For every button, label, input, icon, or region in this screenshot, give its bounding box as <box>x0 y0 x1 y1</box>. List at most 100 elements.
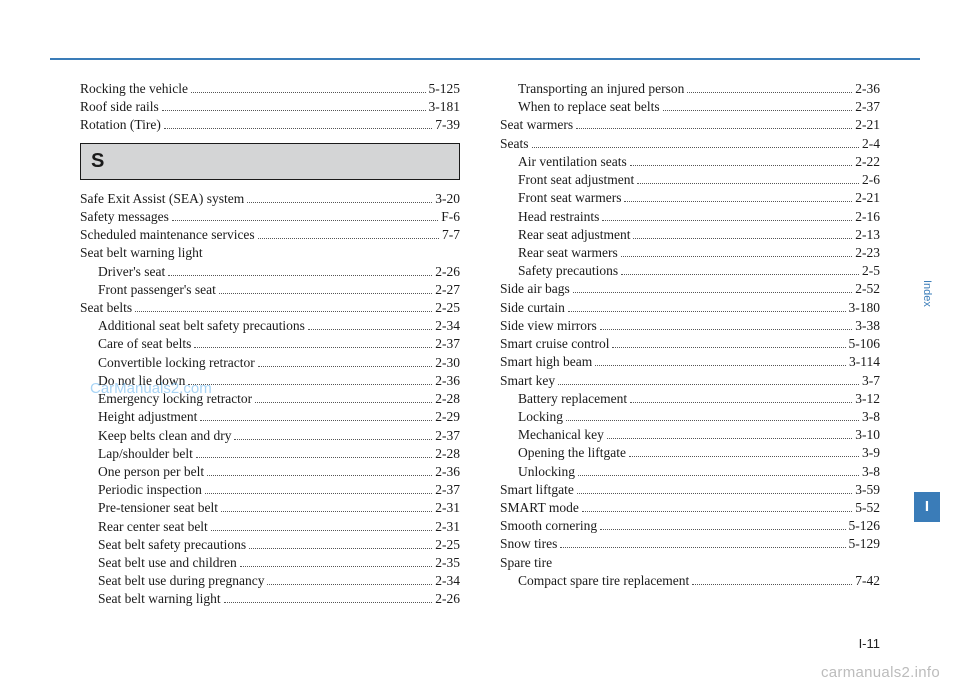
index-entry-label: Lap/shoulder belt <box>98 445 193 463</box>
index-entry-page: 3-180 <box>849 299 881 317</box>
leader-dots <box>221 504 432 513</box>
index-entry: Do not lie down2-36 <box>80 372 460 390</box>
index-entry: Side curtain 3-180 <box>500 299 880 317</box>
index-entry-label: Locking <box>518 408 563 426</box>
index-entry-label: Smart cruise control <box>500 335 609 353</box>
index-entry-label: Mechanical key <box>518 426 604 444</box>
index-entry-label: Keep belts clean and dry <box>98 427 231 445</box>
leader-dots <box>532 139 860 148</box>
index-entry-label: Emergency locking retractor <box>98 390 252 408</box>
index-entry-page: 2-28 <box>435 445 460 463</box>
index-entry-page: 2-36 <box>855 80 880 98</box>
index-entry-page: 2-5 <box>862 262 880 280</box>
index-entry: Rotation (Tire)7-39 <box>80 116 460 134</box>
leader-dots <box>188 376 432 385</box>
index-entry-label: Snow tires <box>500 535 557 553</box>
leader-dots <box>267 576 432 585</box>
index-entry-page: 2-26 <box>435 590 460 608</box>
index-entry-label: Air ventilation seats <box>518 153 627 171</box>
leader-dots <box>566 412 859 421</box>
index-entry-label: Transporting an injured person <box>518 80 684 98</box>
index-entry-page: 2-35 <box>435 554 460 572</box>
index-entry-page: 2-26 <box>435 263 460 281</box>
index-entry: Emergency locking retractor2-28 <box>80 390 460 408</box>
leader-dots <box>207 467 432 476</box>
index-entry-page: 3-8 <box>862 463 880 481</box>
index-entry: Safe Exit Assist (SEA) system3-20 <box>80 190 460 208</box>
leader-dots <box>558 376 859 385</box>
index-entry-page: 5-126 <box>849 517 881 535</box>
index-entry-label: Roof side rails <box>80 98 159 116</box>
index-entry-page: 3-10 <box>855 426 880 444</box>
index-entry-page: F-6 <box>441 208 460 226</box>
index-entry: Compact spare tire replacement7-42 <box>500 572 880 590</box>
index-entry-label: Care of seat belts <box>98 335 191 353</box>
index-entry: Smart cruise control5-106 <box>500 335 880 353</box>
index-entry-label: Rear seat warmers <box>518 244 618 262</box>
index-entry-label: When to replace seat belts <box>518 98 660 116</box>
leader-dots <box>249 540 432 549</box>
index-entry-page: 3-20 <box>435 190 460 208</box>
index-entry-label: Do not lie down <box>98 372 185 390</box>
index-entry-page: 3-8 <box>862 408 880 426</box>
index-entry: When to replace seat belts 2-37 <box>500 98 880 116</box>
index-entry: Additional seat belt safety precautions2… <box>80 317 460 335</box>
leader-dots <box>196 449 432 458</box>
index-entry: Rear seat adjustment2-13 <box>500 226 880 244</box>
index-entry-page: 2-21 <box>855 116 880 134</box>
index-entry: Transporting an injured person 2-36 <box>500 80 880 98</box>
index-entry: Smooth cornering 5-126 <box>500 517 880 535</box>
index-entry-label: Seat belt use and children <box>98 554 237 572</box>
index-entry-page: 3-114 <box>849 353 880 371</box>
index-entry: Convertible locking retractor2-30 <box>80 354 460 372</box>
index-entry-page: 2-25 <box>435 299 460 317</box>
leader-dots <box>573 285 853 294</box>
index-entry: Unlocking 3-8 <box>500 463 880 481</box>
index-entry-page: 2-37 <box>855 98 880 116</box>
index-entry-label: Compact spare tire replacement <box>518 572 689 590</box>
section-letter-box: S <box>80 143 460 180</box>
page-number: I-11 <box>859 636 880 651</box>
index-entry-page: 2-37 <box>435 481 460 499</box>
index-entry: Side view mirrors3-38 <box>500 317 880 335</box>
index-entry-label: Safety messages <box>80 208 169 226</box>
index-entry-label: Seat belt safety precautions <box>98 536 246 554</box>
index-entry-page: 2-34 <box>435 572 460 590</box>
index-entry: Smart liftgate3-59 <box>500 481 880 499</box>
index-entry-page: 2-22 <box>855 153 880 171</box>
leader-dots <box>211 522 432 531</box>
index-entry: Lap/shoulder belt 2-28 <box>80 445 460 463</box>
index-entry: Seats2-4 <box>500 135 880 153</box>
index-entry-page: 2-31 <box>435 518 460 536</box>
index-entry: Smart high beam3-114 <box>500 353 880 371</box>
leader-dots <box>637 175 859 184</box>
index-entry-page: 2-4 <box>862 135 880 153</box>
index-entry-page: 2-21 <box>855 189 880 207</box>
left-column: Rocking the vehicle5-125Roof side rails3… <box>80 80 460 629</box>
index-entry: Rear center seat belt2-31 <box>80 518 460 536</box>
leader-dots <box>205 485 432 494</box>
index-entry-label: Opening the liftgate <box>518 444 626 462</box>
index-entry: Smart key3-7 <box>500 372 880 390</box>
index-entry: Periodic inspection2-37 <box>80 481 460 499</box>
index-entry: Front passenger's seat2-27 <box>80 281 460 299</box>
side-tab: Index I <box>914 280 940 522</box>
index-entry-label: Unlocking <box>518 463 575 481</box>
index-entry: Rear seat warmers2-23 <box>500 244 880 262</box>
index-entry: Opening the liftgate3-9 <box>500 444 880 462</box>
index-entry-label: Smooth cornering <box>500 517 597 535</box>
leader-dots <box>602 212 852 221</box>
leader-dots <box>633 230 852 239</box>
leader-dots <box>607 430 852 439</box>
index-entry-page: 3-7 <box>862 372 880 390</box>
index-entry-page: 3-12 <box>855 390 880 408</box>
index-entry: Spare tire <box>500 554 880 572</box>
leader-dots <box>600 321 853 330</box>
index-entry-page: 2-31 <box>435 499 460 517</box>
index-entry-label: Side curtain <box>500 299 565 317</box>
index-entry-page: 7-7 <box>442 226 460 244</box>
index-entry-page: 2-6 <box>862 171 880 189</box>
index-entry: Mechanical key 3-10 <box>500 426 880 444</box>
index-entry: Seat belt use and children 2-35 <box>80 554 460 572</box>
index-entry: Keep belts clean and dry2-37 <box>80 427 460 445</box>
